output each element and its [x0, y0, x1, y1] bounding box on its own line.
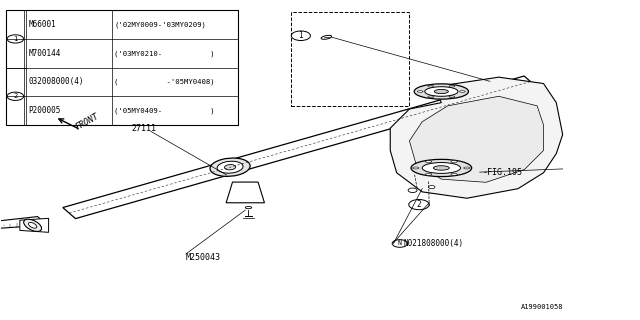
Text: N: N — [398, 240, 402, 246]
Polygon shape — [226, 182, 264, 203]
Ellipse shape — [411, 159, 472, 177]
Circle shape — [291, 31, 310, 41]
Ellipse shape — [28, 222, 36, 228]
Text: 27111: 27111 — [132, 124, 157, 132]
Text: 032008000(4): 032008000(4) — [28, 77, 84, 86]
Polygon shape — [63, 76, 537, 219]
Ellipse shape — [426, 161, 432, 163]
Ellipse shape — [493, 83, 513, 92]
Text: -FIG.195: -FIG.195 — [483, 168, 523, 177]
Ellipse shape — [429, 186, 435, 189]
Circle shape — [409, 199, 429, 210]
Ellipse shape — [217, 161, 243, 173]
Circle shape — [392, 240, 408, 247]
Ellipse shape — [433, 166, 449, 170]
Ellipse shape — [417, 91, 423, 92]
Polygon shape — [6, 10, 238, 125]
Ellipse shape — [435, 89, 449, 93]
Polygon shape — [20, 218, 49, 232]
Text: ('02MY0009-'03MY0209): ('02MY0009-'03MY0209) — [115, 21, 206, 28]
Text: N021808000(4): N021808000(4) — [403, 239, 463, 248]
Ellipse shape — [321, 36, 332, 39]
Ellipse shape — [210, 158, 250, 176]
Ellipse shape — [460, 91, 465, 92]
Ellipse shape — [425, 87, 458, 96]
Ellipse shape — [408, 188, 417, 193]
Text: 2: 2 — [417, 200, 421, 209]
Ellipse shape — [428, 96, 434, 98]
Ellipse shape — [449, 85, 455, 87]
Ellipse shape — [449, 96, 455, 98]
Ellipse shape — [24, 219, 42, 231]
Polygon shape — [410, 96, 543, 182]
Ellipse shape — [413, 167, 419, 169]
Text: ('05MY0409-           ): ('05MY0409- ) — [115, 108, 215, 114]
Polygon shape — [390, 77, 563, 198]
Text: 1: 1 — [13, 36, 17, 42]
Ellipse shape — [225, 164, 236, 170]
Ellipse shape — [451, 161, 458, 163]
Text: (           -'05MY0408): ( -'05MY0408) — [115, 79, 215, 85]
Ellipse shape — [428, 85, 434, 87]
Text: P200005: P200005 — [28, 106, 61, 115]
Ellipse shape — [464, 167, 470, 169]
Text: M250043: M250043 — [186, 253, 221, 262]
Text: 1: 1 — [298, 31, 303, 40]
Text: 2: 2 — [13, 93, 17, 99]
Ellipse shape — [414, 84, 468, 99]
Text: FRONT: FRONT — [74, 112, 100, 132]
Ellipse shape — [451, 173, 458, 175]
Circle shape — [7, 35, 24, 43]
Text: ('03MY0210-           ): ('03MY0210- ) — [115, 50, 215, 57]
Ellipse shape — [486, 80, 520, 96]
Ellipse shape — [245, 206, 252, 209]
Ellipse shape — [422, 163, 461, 173]
Ellipse shape — [426, 173, 432, 175]
Polygon shape — [0, 217, 47, 229]
Text: M66001: M66001 — [28, 20, 56, 29]
Text: M700144: M700144 — [28, 49, 61, 58]
Text: A199001058: A199001058 — [521, 304, 564, 310]
Circle shape — [7, 92, 24, 100]
Ellipse shape — [499, 86, 507, 90]
